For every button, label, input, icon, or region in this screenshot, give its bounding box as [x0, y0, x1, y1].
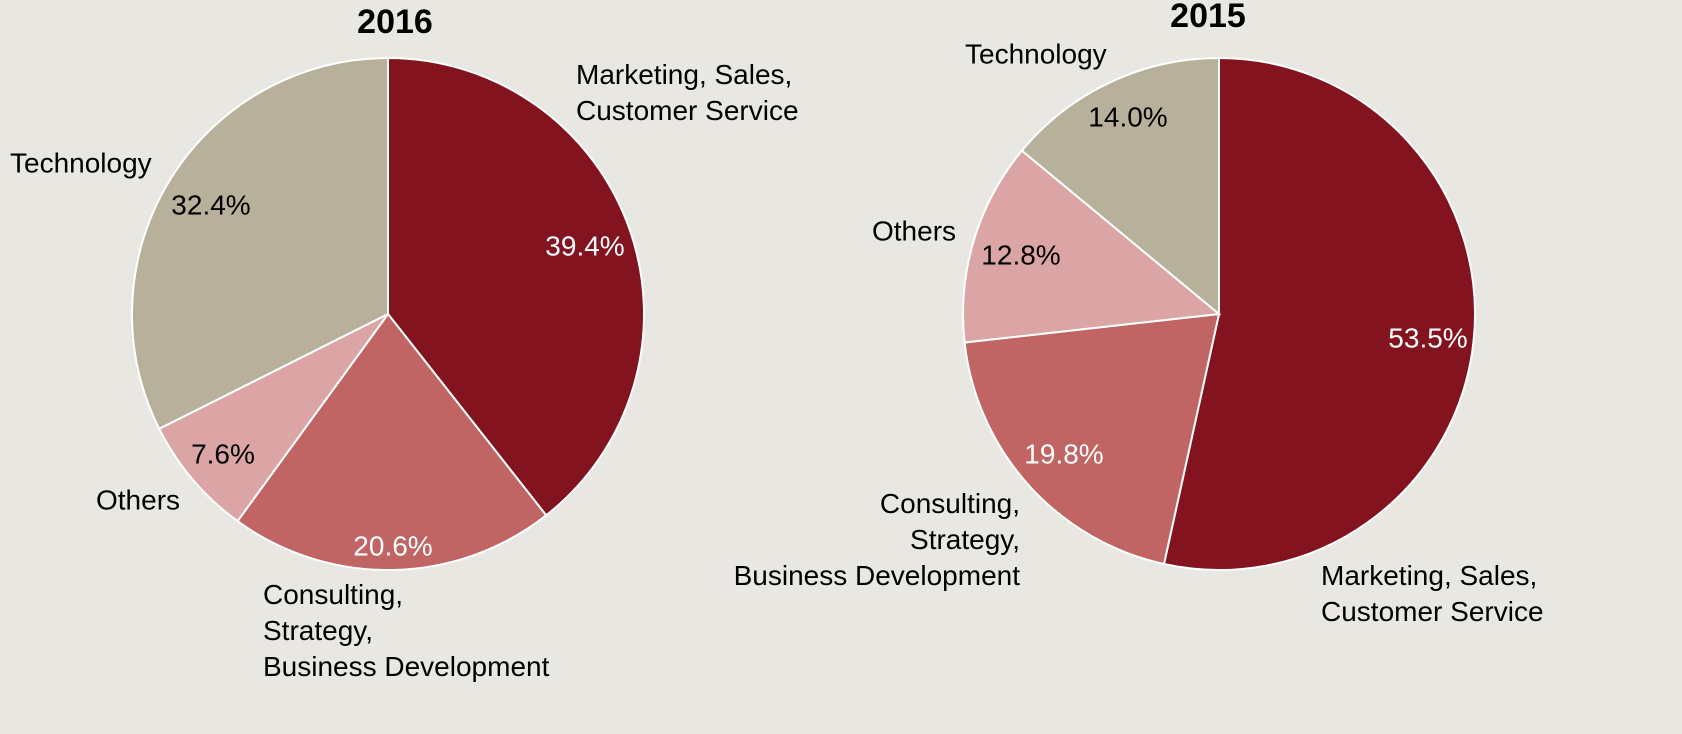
- pie-slice: [963, 312, 1221, 566]
- slice-label: Consulting, Strategy, Business Development: [263, 579, 550, 682]
- value-label: 53.5%: [1388, 322, 1467, 353]
- chart-title: 2015: [1170, 0, 1246, 35]
- slice-label: Others: [872, 215, 956, 246]
- value-label: 14.0%: [1088, 101, 1167, 132]
- pie-slice: [157, 313, 389, 523]
- slice-label: Consulting, Strategy, Business Development: [734, 488, 1021, 591]
- chart-title: 2016: [357, 3, 433, 41]
- value-label: 32.4%: [171, 189, 250, 220]
- value-label: 39.4%: [545, 230, 624, 261]
- value-label: 20.6%: [353, 530, 432, 561]
- pie-slice: [131, 56, 389, 431]
- value-label: 12.8%: [981, 239, 1060, 270]
- pie-slice: [1162, 56, 1476, 571]
- pie-slice: [1020, 56, 1220, 317]
- pie-slice: [236, 312, 548, 571]
- slice-label: Technology: [10, 147, 152, 178]
- pie-slice: [962, 149, 1222, 344]
- value-label: 7.6%: [191, 438, 255, 469]
- slice-label: Others: [96, 484, 180, 515]
- pie-slice: [387, 56, 645, 517]
- slice-label: Marketing, Sales, Customer Service: [576, 59, 799, 126]
- value-label: 19.8%: [1024, 438, 1103, 469]
- slice-label: Marketing, Sales, Customer Service: [1321, 560, 1544, 627]
- slice-label: Technology: [965, 38, 1107, 69]
